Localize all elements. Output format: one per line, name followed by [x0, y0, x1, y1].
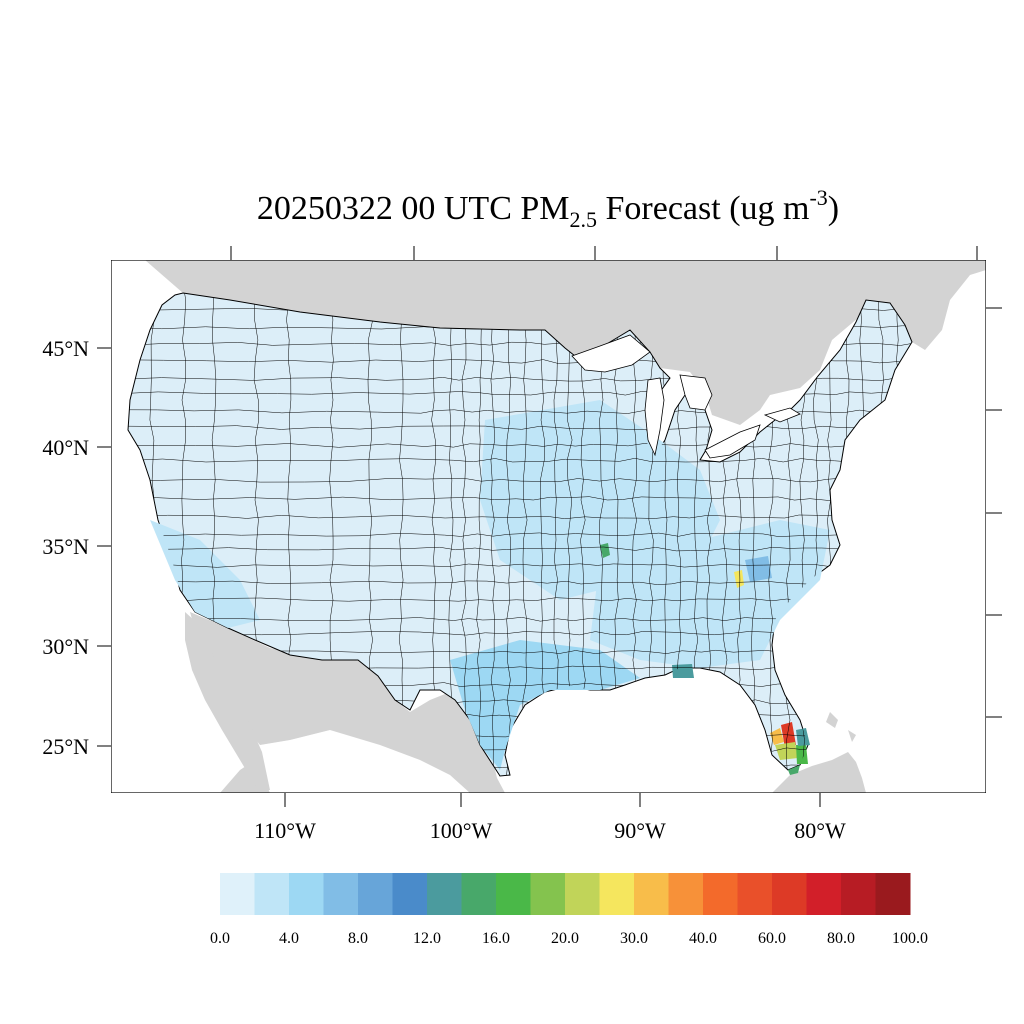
- colorbar-swatch-1: [254, 873, 290, 915]
- colorbar-label-5: 20.0: [551, 930, 579, 947]
- lake-huron: [679, 374, 713, 411]
- colorbar-label-8: 60.0: [758, 930, 786, 947]
- colorbar-swatch-18: [841, 873, 876, 915]
- colorbar-swatch-14: [703, 873, 738, 915]
- southeast-region: [590, 520, 830, 668]
- lon-label-80: 80°W: [794, 818, 846, 843]
- colorbar-swatch-9: [530, 873, 566, 915]
- louisiana-patch: [672, 664, 694, 678]
- mexico-landmass: [190, 612, 505, 793]
- lat-label-30: 30°N: [42, 634, 89, 659]
- county-col-line: [448, 293, 454, 776]
- colorbar-swatch-7: [461, 873, 497, 915]
- colorbar-swatch-10: [565, 873, 600, 915]
- map-title: 20250322 00 UTC PM2.5 Forecast (ug m-3): [257, 185, 839, 232]
- top-tick-marks: [230, 246, 978, 260]
- colorbar-label-2: 8.0: [348, 930, 368, 947]
- county-row-line: [128, 409, 912, 414]
- county-row-line: [128, 377, 912, 382]
- cuba-landmass: [772, 752, 866, 793]
- colorbar-swatch-6: [427, 873, 462, 915]
- title-superscript: -3: [809, 185, 827, 210]
- county-col-line: [398, 293, 404, 776]
- colorbar-swatch-8: [496, 873, 531, 915]
- colorbar-swatch-3: [323, 873, 359, 915]
- colorbar-swatch-5: [392, 873, 428, 915]
- county-fill-layer: [150, 400, 830, 775]
- title-middle: Forecast (ug m: [597, 190, 809, 227]
- georgia-hotspot: [734, 570, 744, 588]
- fl-teal: [796, 728, 810, 746]
- county-col-line: [505, 293, 511, 776]
- fl-keys-green: [788, 765, 800, 775]
- bahamas-islands: [826, 712, 856, 742]
- colorbar-swatch-11: [599, 873, 635, 915]
- fl-orange: [770, 728, 784, 745]
- lon-label-90: 90°W: [614, 818, 666, 843]
- colorbar-swatch-16: [772, 873, 807, 915]
- colorbar-swatch-15: [737, 873, 773, 915]
- colorbar-swatch-4: [358, 873, 393, 915]
- county-col-line: [461, 293, 467, 776]
- colorbar-label-1: 4.0: [279, 930, 299, 947]
- lake-ontario: [763, 407, 801, 423]
- socal-region: [150, 520, 260, 628]
- lake-michigan: [644, 377, 665, 457]
- lat-label-35: 35°N: [42, 534, 89, 559]
- county-row-line: [128, 359, 912, 364]
- title-prefix: 20250322 00 UTC PM: [257, 190, 570, 227]
- colorbar-swatch-19: [875, 873, 911, 915]
- county-row-line: [128, 391, 912, 396]
- texas-gulf-region: [450, 640, 640, 770]
- colorbar-swatch-12: [634, 873, 669, 915]
- lat-label-25: 25°N: [42, 734, 89, 759]
- colorbar-swatch-17: [806, 873, 842, 915]
- colorbar-label-6: 30.0: [620, 930, 648, 947]
- alabama-patch: [745, 556, 772, 582]
- colorbar-swatch-13: [668, 873, 704, 915]
- lake-erie: [704, 424, 761, 459]
- colorbar-label-7: 40.0: [689, 930, 717, 947]
- lon-label-100: 100°W: [430, 818, 493, 843]
- colorbar-label-3: 12.0: [413, 930, 441, 947]
- colorbar-label-0: 0.0: [210, 930, 230, 947]
- colorbar: 0.0 4.0 8.0 12.0 16.0 20.0 30.0 40.0 60.0 80.0 100…: [210, 873, 928, 947]
- county-col-line: [476, 293, 482, 776]
- colorbar-label-9: 80.0: [827, 930, 855, 947]
- colorbar-swatch-0: [220, 873, 255, 915]
- lat-label-40: 40°N: [42, 435, 89, 460]
- latitude-axis: 45°N 40°N 35°N 30°N 25°N: [42, 336, 111, 759]
- longitude-axis: 110°W 100°W 90°W 80°W: [254, 793, 846, 843]
- right-tick-marks: [986, 307, 1002, 718]
- title-subscript: 2.5: [570, 207, 598, 232]
- arkansas-hotspot: [600, 543, 610, 558]
- colorbar-label-4: 16.0: [482, 930, 510, 947]
- title-suffix: ): [828, 190, 839, 227]
- county-col-line: [490, 293, 496, 776]
- map-panel: [111, 260, 986, 793]
- colorbar-label-10: 100.0: [892, 930, 928, 947]
- lake-superior: [571, 334, 651, 373]
- lon-label-110: 110°W: [254, 818, 316, 843]
- baja-california: [185, 612, 270, 790]
- canada-landmass: [145, 260, 986, 425]
- colorbar-swatch-2: [289, 873, 324, 915]
- great-lakes: [571, 334, 801, 459]
- lat-label-45: 45°N: [42, 336, 89, 361]
- county-col-line: [522, 293, 528, 776]
- fl-green: [796, 745, 808, 764]
